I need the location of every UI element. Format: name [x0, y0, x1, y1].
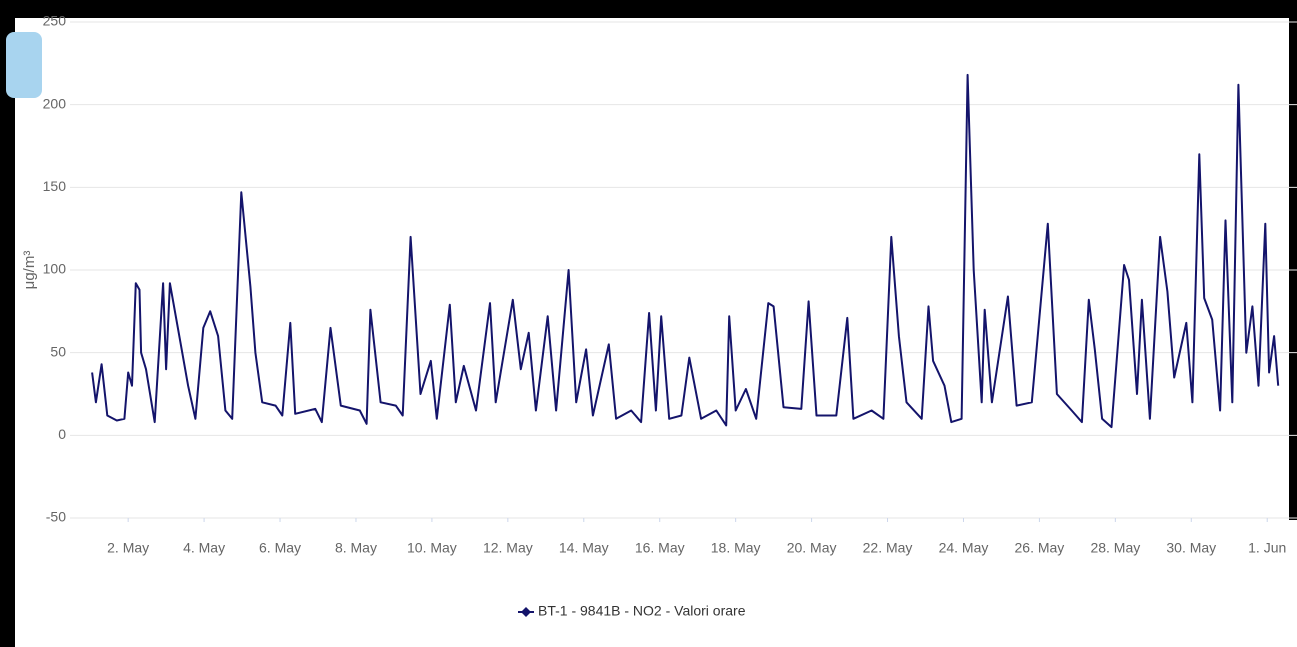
x-tick-label: 12. May: [483, 540, 533, 556]
legend[interactable]: BT-1 - 9841B - NO2 - Valori orare: [518, 603, 746, 619]
y-tick-label: 0: [58, 426, 66, 442]
x-tick-label: 14. May: [559, 540, 609, 556]
left-bar: [0, 0, 15, 647]
y-axis-title: μg/m³: [21, 251, 38, 290]
x-tick-label: 16. May: [635, 540, 685, 556]
y-tick-label: 100: [43, 261, 67, 277]
y-tick-label: 250: [43, 13, 67, 29]
x-tick-label: 10. May: [407, 540, 457, 556]
x-tick-label: 28. May: [1090, 540, 1140, 556]
legend-label: BT-1 - 9841B - NO2 - Valori orare: [538, 603, 746, 619]
x-tick-label: 8. May: [335, 540, 377, 556]
x-tick-label: 30. May: [1166, 540, 1216, 556]
side-tab[interactable]: [6, 32, 42, 98]
x-tick-label: 6. May: [259, 540, 301, 556]
legend-marker: [521, 607, 531, 617]
x-tick-label: 22. May: [863, 540, 913, 556]
y-tick-label: 150: [43, 178, 67, 194]
y-tick-label: 50: [50, 343, 66, 359]
x-tick-label: 26. May: [1015, 540, 1065, 556]
data-line: [91, 73, 1280, 429]
top-bar: [0, 0, 1297, 18]
x-tick-label: 18. May: [711, 540, 761, 556]
y-tick-label: 200: [43, 95, 67, 111]
x-tick-label: 1. Jun: [1248, 540, 1286, 556]
x-tick-label: 24. May: [939, 540, 989, 556]
right-bar: [1289, 0, 1297, 520]
x-tick-label: 4. May: [183, 540, 225, 556]
y-tick-label: -50: [46, 509, 66, 525]
x-tick-label: 20. May: [787, 540, 837, 556]
x-tick-label: 2. May: [107, 540, 149, 556]
